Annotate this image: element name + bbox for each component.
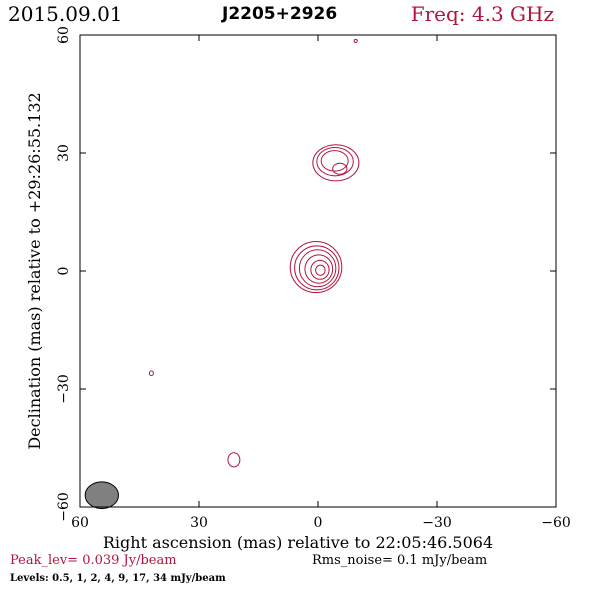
source-name: J2205+2926 — [222, 4, 338, 24]
component-blob-north — [353, 38, 358, 43]
beam-ellipse — [84, 481, 119, 510]
contour-line — [298, 249, 337, 288]
contour-line — [316, 146, 354, 177]
y-tick-label: 60 — [56, 26, 72, 44]
contour-line — [304, 254, 334, 284]
contour-line — [227, 452, 241, 468]
observation-date: 2015.09.01 — [8, 2, 123, 26]
axis-ticks — [79, 34, 557, 508]
component-blob-south — [227, 452, 241, 468]
y-tick-label: 30 — [56, 144, 72, 162]
plot-frame — [79, 34, 557, 508]
x-tick-label: −30 — [422, 515, 452, 531]
peak-level: Peak_lev= 0.039 Jy/beam — [10, 553, 177, 568]
x-tick-label: −60 — [541, 515, 571, 531]
contour-line — [289, 241, 343, 294]
rms-noise: Rms_noise= 0.1 mJy/beam — [312, 553, 488, 568]
component-core — [289, 241, 343, 294]
x-axis-label: Right ascension (mas) relative to 22:05:… — [103, 533, 493, 552]
component-blob-west — [148, 370, 154, 377]
x-tick-label: 60 — [71, 515, 89, 531]
x-tick-label: 30 — [190, 515, 208, 531]
contour-line — [294, 245, 340, 291]
tick-labels: 60 30 0 −30 −60 −60 −30 0 30 60 — [56, 26, 571, 531]
contour-line — [312, 144, 360, 182]
y-tick-label: −30 — [56, 374, 72, 404]
y-tick-label: 0 — [56, 267, 72, 276]
contour-line — [148, 370, 154, 377]
y-tick-label: −60 — [56, 492, 72, 522]
contour-line — [332, 162, 348, 175]
contour-line — [315, 264, 326, 276]
contour-line — [310, 259, 330, 280]
frequency-label: Freq: 4.3 GHz — [410, 2, 554, 26]
contours — [84, 38, 360, 510]
contour-line — [320, 150, 349, 172]
y-axis-label: Declination (mas) relative to +29:26:55.… — [25, 92, 44, 449]
contour-line — [353, 38, 358, 43]
component-jet-knot — [312, 144, 360, 182]
x-tick-label: 0 — [314, 515, 323, 531]
contour-levels: Levels: 0.5, 1, 2, 4, 9, 17, 34 mJy/beam — [10, 573, 226, 584]
